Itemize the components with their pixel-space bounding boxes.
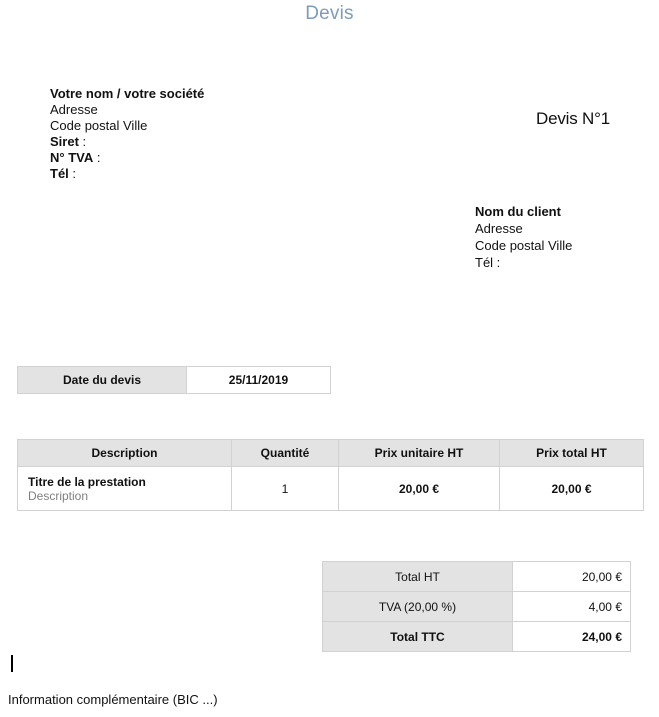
sender-siret-line[interactable]: Siret : bbox=[50, 134, 204, 150]
total-ttc-row: Total TTC 24,00 € bbox=[322, 621, 631, 652]
tva-row: TVA (20,00 %) 4,00 € bbox=[322, 591, 631, 622]
sender-name[interactable]: Votre nom / votre société bbox=[50, 86, 205, 101]
total-ttc-value[interactable]: 24,00 € bbox=[512, 621, 631, 652]
client-tel-label: Tél bbox=[475, 255, 494, 270]
total-ht-label[interactable]: Total HT bbox=[322, 561, 513, 592]
item-row: Titre de la prestation Description 1 20,… bbox=[17, 466, 644, 511]
header-description[interactable]: Description bbox=[17, 439, 232, 467]
items-table: Description Quantité Prix unitaire HT Pr… bbox=[17, 439, 644, 511]
sender-block[interactable]: Votre nom / votre société Adresse Code p… bbox=[50, 86, 204, 182]
client-postal-city[interactable]: Code postal Ville bbox=[475, 238, 573, 253]
tva-value[interactable]: 4,00 € bbox=[512, 591, 631, 622]
sender-siret-label: Siret bbox=[50, 134, 79, 149]
items-header-row: Description Quantité Prix unitaire HT Pr… bbox=[17, 439, 644, 467]
header-quantity[interactable]: Quantité bbox=[231, 439, 339, 467]
total-ht-value[interactable]: 20,00 € bbox=[512, 561, 631, 592]
sender-postal-city[interactable]: Code postal Ville bbox=[50, 118, 148, 133]
item-subtitle: Description bbox=[28, 488, 89, 503]
devis-number[interactable]: Devis N°1 bbox=[536, 109, 610, 128]
date-value-cell[interactable]: 25/11/2019 bbox=[186, 366, 331, 394]
header-total-price[interactable]: Prix total HT bbox=[499, 439, 644, 467]
text-caret bbox=[11, 655, 13, 672]
item-quantity-cell[interactable]: 1 bbox=[231, 466, 339, 511]
sender-tel-line[interactable]: Tél : bbox=[50, 166, 204, 182]
client-tel-colon: : bbox=[493, 255, 501, 270]
tva-label[interactable]: TVA (20,00 %) bbox=[322, 591, 513, 622]
client-tel-line[interactable]: Tél : bbox=[475, 254, 572, 271]
sender-tva-label: N° TVA bbox=[50, 150, 94, 165]
client-address[interactable]: Adresse bbox=[475, 221, 523, 236]
sender-address[interactable]: Adresse bbox=[50, 102, 98, 117]
total-ttc-label[interactable]: Total TTC bbox=[322, 621, 513, 652]
total-ht-row: Total HT 20,00 € bbox=[322, 561, 631, 592]
footer-note[interactable]: Information complémentaire (BIC ...) bbox=[8, 692, 218, 707]
sender-tel-label: Tél bbox=[50, 166, 69, 181]
client-name[interactable]: Nom du client bbox=[475, 204, 561, 219]
item-title: Titre de la prestation bbox=[28, 474, 146, 489]
date-row: Date du devis 25/11/2019 bbox=[17, 366, 331, 394]
client-block[interactable]: Nom du client Adresse Code postal Ville … bbox=[475, 203, 572, 271]
item-description-cell[interactable]: Titre de la prestation Description bbox=[17, 466, 232, 511]
sender-tva-colon: : bbox=[93, 150, 101, 165]
item-total-price-cell[interactable]: 20,00 € bbox=[499, 466, 644, 511]
totals-table: Total HT 20,00 € TVA (20,00 %) 4,00 € To… bbox=[322, 561, 631, 652]
sender-tva-line[interactable]: N° TVA : bbox=[50, 150, 204, 166]
sender-siret-colon: : bbox=[78, 134, 87, 149]
date-label-cell[interactable]: Date du devis bbox=[17, 366, 187, 394]
item-unit-price-cell[interactable]: 20,00 € bbox=[338, 466, 500, 511]
sender-tel-colon: : bbox=[68, 166, 77, 181]
header-unit-price[interactable]: Prix unitaire HT bbox=[338, 439, 500, 467]
document-title[interactable]: Devis bbox=[305, 3, 354, 24]
date-table: Date du devis 25/11/2019 bbox=[17, 366, 331, 394]
